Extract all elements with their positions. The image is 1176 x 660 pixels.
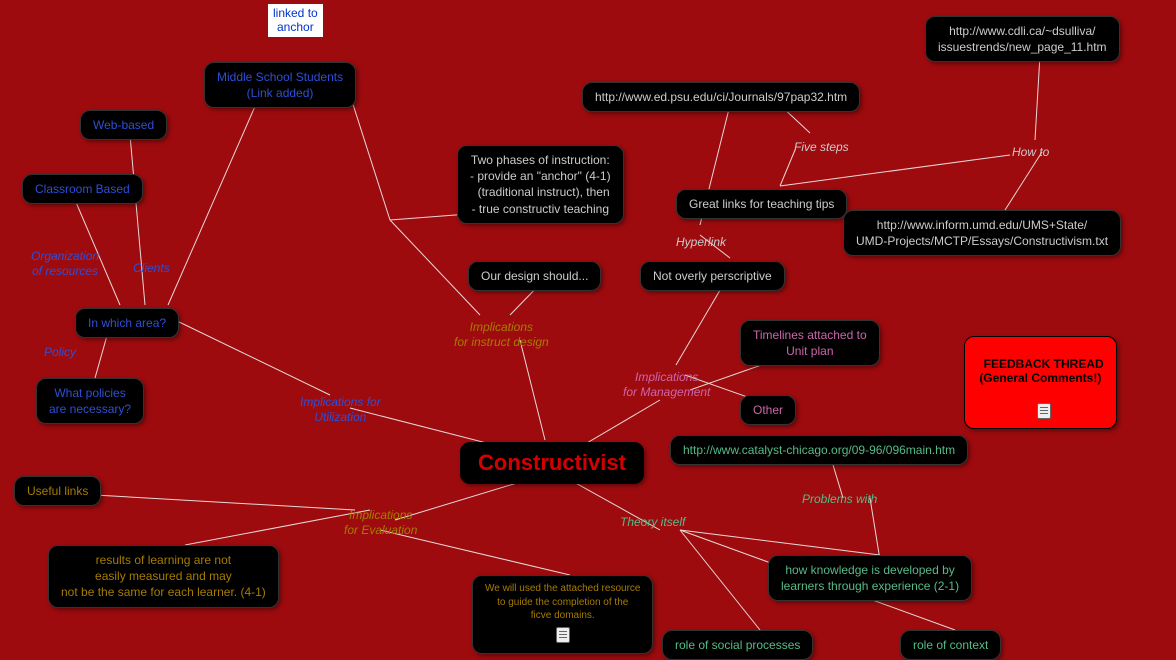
edge-label-lbl-hyperlink: Hyperlink <box>676 235 726 250</box>
edge-label-lbl-problems: Problems with <box>802 492 877 507</box>
node-our-design[interactable]: Our design should... <box>468 261 601 291</box>
node-resource-note[interactable]: We will used the attached resource to gu… <box>472 575 653 654</box>
edge-label-lbl-clients: Clients <box>133 261 170 276</box>
feedback-thread[interactable]: FEEDBACK THREAD (General Comments!) <box>964 336 1117 429</box>
edge-label-lbl-org-res: Organization of resources <box>31 249 99 279</box>
document-icon <box>556 627 570 643</box>
edge-label-lbl-policy: Policy <box>44 345 76 360</box>
center-node-constructivist[interactable]: Constructivist <box>460 442 644 484</box>
edge-label-lbl-impl-util: Implications for Utilization <box>300 395 381 425</box>
node-two-phases[interactable]: Two phases of instruction: - provide an … <box>457 145 624 224</box>
edge-label-lbl-impl-eval: Implications for Evaluation <box>344 508 417 538</box>
node-timelines[interactable]: Timelines attached to Unit plan <box>740 320 880 366</box>
edge-label-lbl-theory: Theory itself <box>620 515 685 530</box>
feedback-label: FEEDBACK THREAD (General Comments!) <box>979 357 1103 385</box>
edge-label-lbl-how-to: How to <box>1012 145 1049 160</box>
comment-icon <box>1037 403 1051 419</box>
node-role-context[interactable]: role of context <box>900 630 1001 660</box>
edge-label-lbl-impl-instr: Implications for instruct design <box>454 320 549 350</box>
node-url-catalyst[interactable]: http://www.catalyst-chicago.org/09-96/09… <box>670 435 968 465</box>
node-other[interactable]: Other <box>740 395 796 425</box>
node-url-inform[interactable]: http://www.inform.umd.edu/UMS+State/ UMD… <box>843 210 1121 256</box>
node-useful-links[interactable]: Useful links <box>14 476 101 506</box>
edge-label-lbl-impl-mgmt: Implications for Management <box>623 370 710 400</box>
node-role-social[interactable]: role of social processes <box>662 630 813 660</box>
node-results[interactable]: results of learning are not easily measu… <box>48 545 279 608</box>
node-url-psu[interactable]: http://www.ed.psu.edu/ci/Journals/97pap3… <box>582 82 860 112</box>
node-how-knowledge[interactable]: how knowledge is developed by learners t… <box>768 555 972 601</box>
node-url-cdli[interactable]: http://www.cdli.ca/~dsulliva/ issuestren… <box>925 16 1120 62</box>
node-great-links[interactable]: Great links for teaching tips <box>676 189 847 219</box>
node-classroom[interactable]: Classroom Based <box>22 174 143 204</box>
node-policies[interactable]: What policies are necessary? <box>36 378 144 424</box>
node-not-overly[interactable]: Not overly perscriptive <box>640 261 785 291</box>
node-in-which[interactable]: In which area? <box>75 308 179 338</box>
node-middle-school[interactable]: Middle School Students (Link added) <box>204 62 356 108</box>
edge-label-lbl-five-steps: Five steps <box>794 140 849 155</box>
anchor-tag: linked to anchor <box>268 4 323 37</box>
node-web-based[interactable]: Web-based <box>80 110 167 140</box>
